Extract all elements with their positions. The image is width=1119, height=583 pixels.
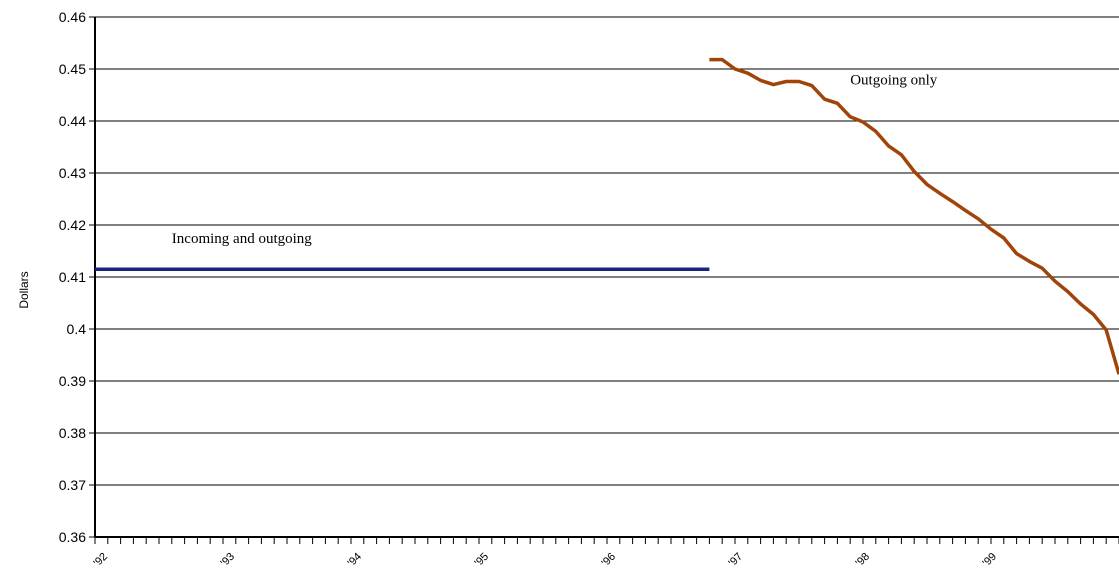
annotation-label: Outgoing only (850, 73, 938, 89)
y-tick-label: 0.44 (59, 113, 86, 129)
x-tick-label: '98 (853, 551, 872, 570)
y-tick-label: 0.43 (59, 165, 86, 181)
x-tick-label: '95 (472, 551, 491, 570)
y-tick-label: 0.41 (59, 269, 86, 285)
x-axis-ticks: '92 '93 '94 '95 '96 '97 '98 '99 (91, 537, 1119, 569)
y-axis-label: Dollars (17, 271, 31, 308)
y-tick-label: 0.36 (59, 529, 86, 545)
gridlines (95, 68, 1119, 538)
y-tick-label: 0.45 (59, 61, 86, 77)
x-tick-label: '99 (980, 551, 999, 570)
x-tick-label: '92 (91, 551, 110, 570)
series-line (709, 57, 1119, 375)
y-tick-label: 0.46 (59, 9, 86, 25)
y-axis-ticks: 0.46 0.45 0.44 0.43 0.42 0.41 0.4 0.39 0.38 0.37 0… (59, 9, 95, 545)
x-tick-label: '93 (218, 551, 237, 570)
x-tick-label: '94 (345, 551, 364, 570)
x-tick-label: '97 (726, 551, 745, 570)
y-tick-label: 0.38 (59, 425, 86, 441)
annotation-label: Incoming and outgoing (172, 231, 312, 247)
y-tick-label: 0.39 (59, 373, 86, 389)
annotations: Incoming and outgoing Outgoing only (172, 73, 938, 248)
y-tick-label: 0.4 (67, 321, 87, 337)
x-tick-label: '96 (599, 551, 618, 570)
y-tick-label: 0.42 (59, 217, 86, 233)
y-tick-label: 0.37 (59, 477, 86, 493)
series-lines (94, 57, 1119, 375)
